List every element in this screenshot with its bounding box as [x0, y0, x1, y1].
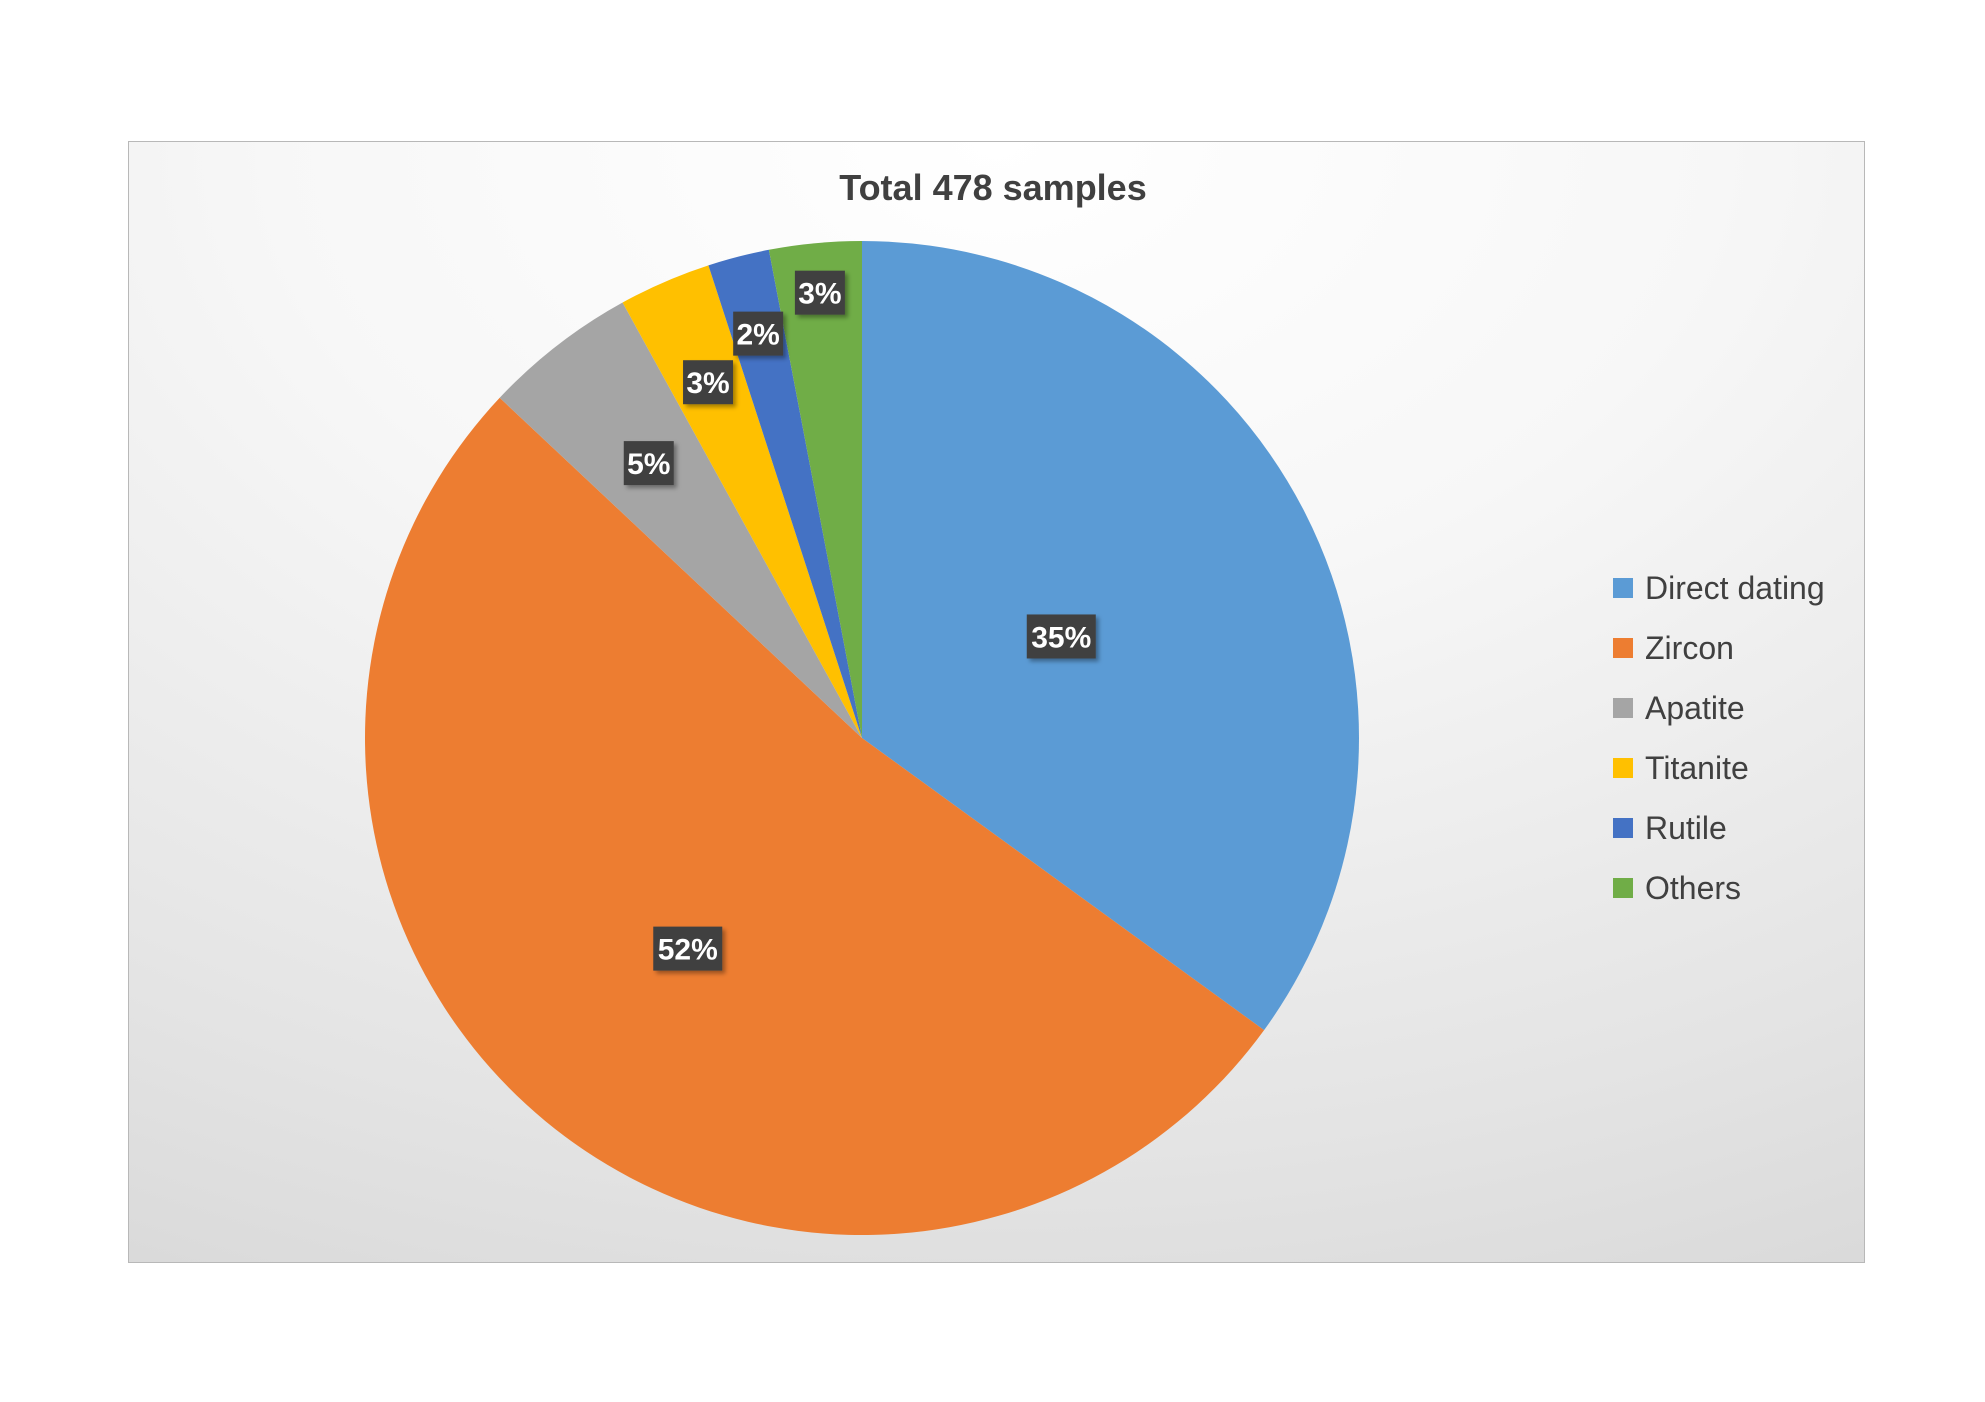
legend: Direct dating Zircon Apatite Titanite Rutile… — [1613, 570, 1825, 906]
pie-slice-apatite — [499, 302, 862, 738]
data-label-others: 3% — [794, 270, 845, 315]
pie-slice-others — [768, 241, 862, 738]
data-label-box — [683, 360, 734, 405]
data-label-text: 35% — [1031, 621, 1091, 654]
legend-item-apatite: Apatite — [1613, 690, 1745, 726]
pie-slices — [364, 241, 1359, 1236]
legend-swatch — [1613, 638, 1633, 658]
data-label-direct-dating: 35% — [1026, 614, 1096, 659]
legend-item-titanite: Titanite — [1613, 750, 1749, 786]
legend-label: Rutile — [1645, 810, 1727, 846]
legend-item-rutile: Rutile — [1613, 810, 1727, 846]
data-label-apatite: 5% — [623, 441, 674, 486]
data-labels: 35%52%5%3%2%3% — [623, 270, 1096, 971]
legend-swatch — [1613, 878, 1633, 898]
data-label-titanite: 3% — [683, 360, 734, 405]
legend-swatch — [1613, 758, 1633, 778]
data-label-rutile: 2% — [733, 311, 784, 356]
data-label-box — [794, 270, 845, 315]
data-label-text: 3% — [798, 278, 841, 311]
data-label-box — [623, 441, 674, 486]
legend-swatch — [1613, 818, 1633, 838]
data-label-text: 52% — [658, 934, 718, 967]
pie-slice-titanite — [622, 265, 862, 738]
legend-swatch — [1613, 578, 1633, 598]
legend-label: Others — [1645, 870, 1741, 906]
pie-slice-zircon — [364, 397, 1265, 1236]
data-label-box — [1026, 614, 1096, 659]
pie-slice-direct-dating — [862, 241, 1359, 1031]
legend-item-zircon: Zircon — [1613, 630, 1734, 666]
data-label-zircon: 52% — [653, 926, 723, 971]
data-label-box — [733, 311, 784, 356]
data-label-text: 3% — [686, 367, 729, 400]
legend-item-others: Others — [1613, 870, 1741, 906]
legend-label: Zircon — [1645, 630, 1734, 666]
chart-title: Total 478 samples — [839, 167, 1146, 208]
data-label-box — [653, 926, 723, 971]
legend-label: Titanite — [1645, 750, 1749, 786]
legend-swatch — [1613, 698, 1633, 718]
legend-label: Apatite — [1645, 690, 1745, 726]
data-label-text: 2% — [736, 319, 779, 352]
pie-slice-rutile — [708, 249, 862, 739]
legend-label: Direct dating — [1645, 570, 1825, 606]
data-label-text: 5% — [627, 448, 670, 481]
legend-item-direct-dating: Direct dating — [1613, 570, 1825, 606]
